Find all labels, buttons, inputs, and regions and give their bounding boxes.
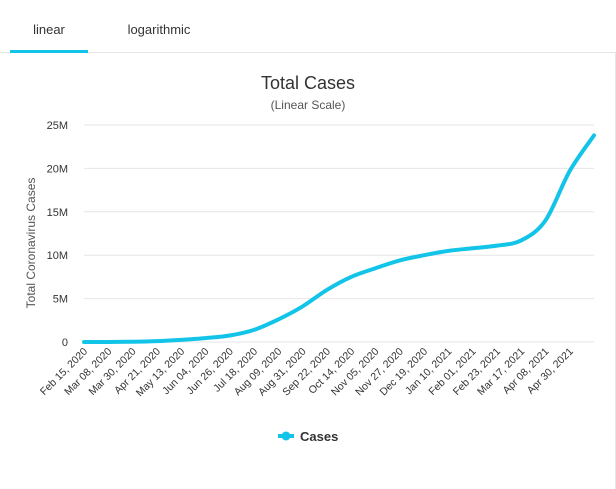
- y-axis-ticks: 0 5M 10M 15M 20M 25M: [47, 120, 68, 349]
- total-cases-chart: Total Cases (Linear Scale) 0 5M 10M 15M 20M 2…: [24, 73, 596, 444]
- series-line-cases[interactable]: [82, 133, 596, 345]
- plot-area: [82, 133, 596, 345]
- chart-subtitle: (Linear Scale): [271, 98, 346, 112]
- y-tick-label: 5M: [53, 294, 68, 306]
- tab-linear[interactable]: linear: [10, 0, 88, 53]
- y-tick-label: 10M: [47, 250, 68, 262]
- tab-logarithmic[interactable]: logarithmic: [127, 22, 191, 37]
- y-tick-label: 0: [62, 337, 68, 349]
- grid-lines: [84, 124, 594, 343]
- chart-title: Total Cases: [261, 73, 355, 93]
- scale-tabs: linear logarithmic: [0, 0, 616, 53]
- y-tick-label: 20M: [47, 163, 68, 175]
- y-axis-label: Total Coronavirus Cases: [24, 178, 38, 309]
- legend-marker-icon: [281, 431, 291, 441]
- legend-label: Cases: [300, 429, 338, 444]
- y-tick-label: 15M: [47, 207, 68, 219]
- y-tick-label: 25M: [47, 120, 68, 132]
- legend[interactable]: Cases: [278, 429, 338, 444]
